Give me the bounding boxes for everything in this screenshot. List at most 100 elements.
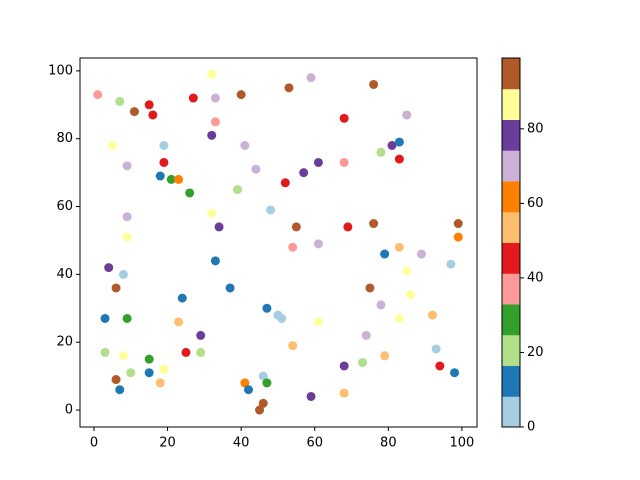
point bbox=[210, 117, 220, 127]
point bbox=[380, 249, 390, 259]
point bbox=[277, 313, 287, 323]
y-tick-label: 80 bbox=[56, 131, 73, 146]
y-tick-label: 40 bbox=[56, 267, 73, 282]
point bbox=[240, 378, 250, 388]
colorbar-tick-label: 60 bbox=[527, 196, 544, 211]
colorbar-tick-label: 40 bbox=[527, 270, 544, 285]
colorbar-tick-label: 20 bbox=[527, 345, 544, 360]
colorbar-segment bbox=[502, 304, 520, 336]
colorbar-frame bbox=[501, 57, 521, 428]
point bbox=[118, 351, 128, 361]
x-tick-label: 80 bbox=[380, 436, 397, 451]
point bbox=[394, 154, 404, 164]
point bbox=[129, 107, 139, 117]
x-tick-label: 20 bbox=[159, 436, 176, 451]
point bbox=[361, 330, 371, 340]
point bbox=[111, 375, 121, 385]
point bbox=[306, 391, 316, 401]
point bbox=[339, 157, 349, 167]
point bbox=[258, 371, 268, 381]
point bbox=[148, 110, 158, 120]
point bbox=[343, 222, 353, 232]
point bbox=[115, 96, 125, 106]
point bbox=[450, 368, 460, 378]
colorbar-segment bbox=[502, 181, 520, 213]
point bbox=[435, 361, 445, 371]
y-tick-label: 60 bbox=[56, 199, 73, 214]
point bbox=[122, 161, 132, 171]
point bbox=[306, 73, 316, 83]
point bbox=[236, 90, 246, 100]
point bbox=[196, 330, 206, 340]
point bbox=[365, 283, 375, 293]
colorbar-tick-label: 0 bbox=[527, 420, 535, 435]
point bbox=[166, 174, 176, 184]
point bbox=[427, 310, 437, 320]
y-tick-label: 100 bbox=[48, 63, 73, 78]
colorbar-segment bbox=[502, 58, 520, 90]
point bbox=[402, 266, 412, 276]
colorbar-tick-label: 80 bbox=[527, 121, 544, 136]
point bbox=[339, 361, 349, 371]
point bbox=[453, 219, 463, 229]
point bbox=[210, 256, 220, 266]
point bbox=[174, 174, 184, 184]
colorbar-segment bbox=[502, 334, 520, 366]
point bbox=[453, 232, 463, 242]
point bbox=[284, 83, 294, 93]
colorbar-segment bbox=[502, 119, 520, 151]
point bbox=[225, 283, 235, 293]
point bbox=[126, 368, 136, 378]
point bbox=[122, 232, 132, 242]
point bbox=[144, 354, 154, 364]
colorbar-segment bbox=[502, 365, 520, 397]
colorbar-segment bbox=[502, 150, 520, 182]
point bbox=[405, 290, 415, 300]
point bbox=[177, 293, 187, 303]
point bbox=[93, 90, 103, 100]
point bbox=[188, 93, 198, 103]
point bbox=[155, 171, 165, 181]
colorbar-segment bbox=[502, 242, 520, 274]
y-tick-label: 20 bbox=[56, 335, 73, 350]
point bbox=[369, 79, 379, 89]
point bbox=[115, 385, 125, 395]
point bbox=[288, 341, 298, 351]
point bbox=[339, 388, 349, 398]
point bbox=[144, 368, 154, 378]
point bbox=[394, 137, 404, 147]
point bbox=[104, 263, 114, 273]
point bbox=[291, 222, 301, 232]
point bbox=[207, 130, 217, 140]
point bbox=[416, 249, 426, 259]
point bbox=[339, 113, 349, 123]
point bbox=[107, 141, 117, 151]
x-tick-label: 100 bbox=[450, 436, 475, 451]
point bbox=[214, 222, 224, 232]
point bbox=[446, 259, 456, 269]
point bbox=[144, 100, 154, 110]
point bbox=[111, 283, 121, 293]
x-tick-label: 0 bbox=[90, 436, 98, 451]
point bbox=[196, 347, 206, 357]
point bbox=[207, 69, 217, 79]
point bbox=[262, 303, 272, 313]
point bbox=[159, 141, 169, 151]
point bbox=[181, 347, 191, 357]
plot-frame bbox=[79, 57, 478, 428]
y-tick-label: 0 bbox=[65, 403, 73, 418]
point bbox=[369, 219, 379, 229]
point bbox=[313, 317, 323, 327]
point bbox=[244, 385, 254, 395]
point bbox=[358, 358, 368, 368]
point bbox=[100, 313, 110, 323]
point bbox=[100, 347, 110, 357]
x-tick-label: 40 bbox=[233, 436, 250, 451]
point bbox=[159, 364, 169, 374]
point bbox=[251, 164, 261, 174]
colorbar-segment bbox=[502, 396, 520, 428]
colorbar-segment bbox=[502, 211, 520, 243]
point bbox=[155, 378, 165, 388]
point bbox=[232, 185, 242, 195]
